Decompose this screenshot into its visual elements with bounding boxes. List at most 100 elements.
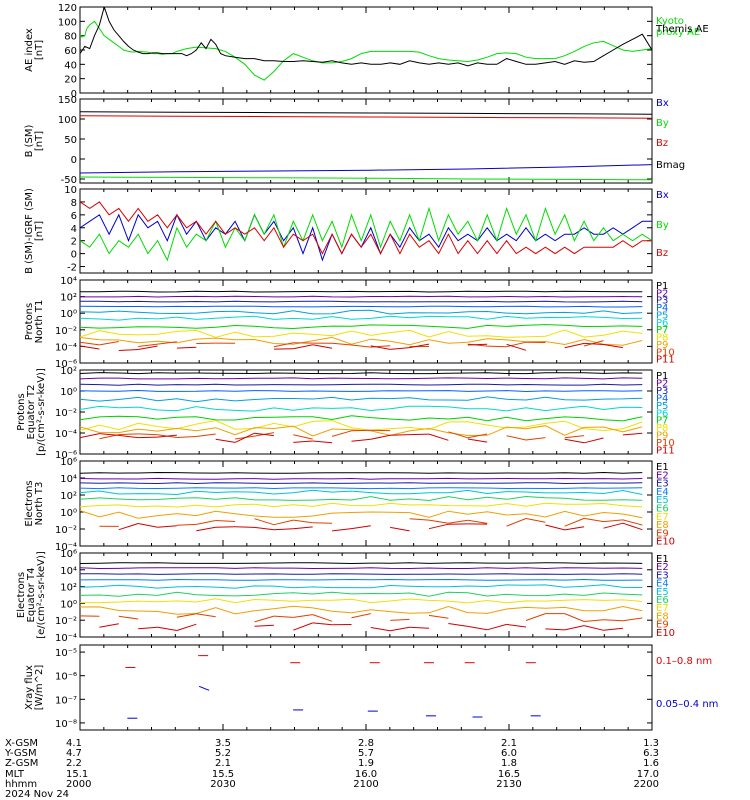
legend-entry: P2 [656,378,668,389]
table-cell: 1.3 [643,738,659,749]
table-cell: 16.5 [498,769,520,780]
series-line [428,433,449,441]
table-cell: 2030 [210,779,235,790]
legend-entry: E7 [656,603,669,614]
series-line [80,7,652,67]
series-line [293,614,313,618]
series-line [583,340,604,347]
series-line [390,347,410,350]
series-line [215,520,236,522]
date-label: 2024 Nov 24 [5,789,69,800]
y-tick-label: 10² [60,293,77,304]
y-tick-label: 50 [64,135,77,146]
table-row-label: X-GSM [5,738,38,749]
series-line [80,206,652,262]
series-line [80,433,100,439]
series-line [448,623,468,627]
table-cell: 17.0 [637,769,659,780]
series-line [99,433,119,436]
series-line [603,627,623,631]
series-line [312,522,333,524]
series-line [176,346,197,349]
y-tick-label: 10⁻² [55,408,77,419]
y-axis-label: B (SM)[nT] [24,124,45,157]
y-tick-label: 10⁻⁴ [55,633,77,644]
table-cell: 4.7 [66,748,82,759]
y-tick-label: 10⁻² [55,326,77,337]
legend-entry: P9 [656,431,668,442]
series-line [80,510,643,519]
table-cell: 2200 [634,779,659,790]
y-tick-label: 10⁰ [60,309,77,320]
y-tick-label: 0 [71,155,77,166]
legend-entry: E10 [656,537,675,548]
table-cell: 5.7 [358,748,374,759]
series-line [80,115,652,119]
series-line [467,625,488,631]
legend-entry: By [656,118,669,129]
series-line [467,343,488,346]
panel-dbf: -2 0 2 4 6 8 10 B (SM)-IGRF (SM)[nT] Bx By Bz [24,185,669,274]
series-line [138,433,158,436]
series-line [390,626,410,632]
series-line [118,523,139,531]
series-line [80,201,652,255]
panel-frame [79,460,653,547]
series-line [564,438,585,444]
panel-frame [79,6,653,94]
y-tick-label: 10⁶ [60,549,77,560]
series-line [564,342,585,349]
series-line [99,623,119,628]
series-line [80,290,643,293]
series-line [564,625,585,631]
y-axis-label: ProtonsNorth T1 [24,300,45,344]
y-tick-label: 40 [64,60,77,71]
table-cell: 3.5 [215,738,231,749]
legend-entry: Bx [656,190,669,201]
legend-entry: By [656,220,669,231]
series-line [293,622,313,631]
panel-xray: 10⁻⁸ 10⁻⁷ 10⁻⁶ 10⁻⁵ Xray flux[W/m^2] 0.1–0.8 … [24,644,718,731]
plot-area [80,111,652,181]
series-line [312,440,333,444]
legend-entry: Bx [656,98,669,109]
legend-entry: E6 [656,504,669,515]
series-line [506,518,527,527]
series-line [80,213,652,262]
y-tick-label: 10⁻² [55,616,77,627]
legend-entry: P5 [656,310,668,321]
series-line [118,349,139,351]
table-row-label: hhmm [5,779,37,790]
legend-entry: P3 [656,386,668,397]
y-axis-label: ElectronsEquator T4[e/(cm²-s-sr-keV)] [16,551,47,639]
series-line [312,622,333,626]
series-line [351,438,371,442]
y-tick-label: 10 [64,185,77,196]
series-line [138,343,158,347]
panel-frame [79,552,653,638]
series-line [80,471,643,474]
series-line [80,584,643,589]
series-line [583,625,604,631]
series-line [390,526,410,532]
y-axis-label: Xray flux[W/m^2] [24,665,45,711]
series-line [196,520,216,525]
y-tick-label: 10⁴ [60,566,77,577]
series-line [176,523,197,526]
series-line [584,619,604,622]
series-line [80,415,643,422]
series-line [80,562,643,565]
series-line [390,434,410,436]
series-line [138,523,158,528]
series-line [467,433,488,439]
series-line [157,626,177,631]
y-tick-label: 10⁰ [60,599,77,610]
panel-protons_north: 10⁻⁶ 10⁻⁴ 10⁻² 10⁰ 10² 10⁴ ProtonsNorth T1 P1P2… [24,276,675,370]
y-tick-label: 10⁻⁵ [55,648,77,659]
series-line [254,624,274,627]
y-tick-label: 100 [58,17,77,28]
series-line [80,495,643,502]
legend-entry: P2 [656,288,668,299]
series-line [390,618,410,621]
